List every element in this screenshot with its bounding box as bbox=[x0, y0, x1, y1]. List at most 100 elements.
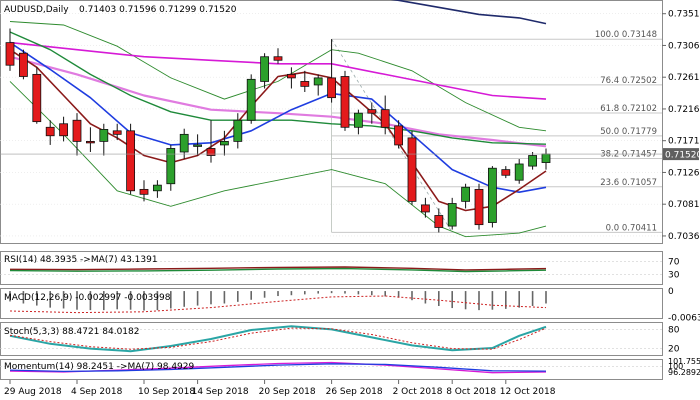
x-axis-tick-label: 2 Oct 2018 bbox=[393, 387, 443, 397]
stoch-axis-label: 80 bbox=[668, 325, 680, 335]
x-axis-tick-label: 4 Sep 2018 bbox=[71, 387, 123, 397]
bearish-candle bbox=[300, 81, 310, 87]
stoch-signal-line bbox=[9, 327, 547, 350]
bullish-candle bbox=[461, 186, 471, 202]
bearish-candle bbox=[273, 56, 283, 61]
bearish-candle bbox=[112, 130, 122, 135]
moving-average-magenta bbox=[9, 41, 547, 100]
fib-level-label: 61.8 0.72102 bbox=[600, 104, 657, 114]
bearish-candle bbox=[474, 188, 484, 226]
bullish-candle bbox=[233, 119, 243, 142]
bullish-candle bbox=[541, 153, 551, 163]
stoch-label: Stoch(5,3,3) 88.4721 84.0182 bbox=[4, 327, 139, 337]
bearish-candle bbox=[407, 137, 417, 202]
x-axis-tick-label: 26 Sep 2018 bbox=[326, 387, 383, 397]
fib-level-label: 100.0 0.73148 bbox=[595, 30, 657, 40]
bearish-candle bbox=[86, 141, 95, 144]
bearish-candle bbox=[206, 148, 216, 156]
bullish-candle bbox=[152, 184, 162, 192]
bearish-candle bbox=[286, 73, 296, 79]
bullish-candle bbox=[487, 167, 497, 223]
rsi-panel-frame bbox=[0, 251, 663, 285]
x-axis-tick-label: 10 Sep 2018 bbox=[138, 387, 195, 397]
bearish-candle bbox=[32, 73, 42, 123]
bollinger-upper-band bbox=[9, 21, 547, 132]
bearish-candle bbox=[59, 123, 68, 137]
x-axis-tick-label: 8 Oct 2018 bbox=[446, 387, 496, 397]
momentum-series-blue bbox=[9, 363, 547, 373]
fib-level-label: 38.2 0.71457 bbox=[600, 150, 657, 160]
chart-symbol-title: AUDUSD,Daily bbox=[4, 5, 69, 15]
current-price-box bbox=[663, 148, 699, 161]
fib-level-label: 0.0 0.70411 bbox=[606, 223, 657, 233]
moving-average-blue bbox=[9, 41, 547, 193]
momentum-label: Momentum(14) 98.2451 ->MA(7) 98.4929 bbox=[4, 362, 195, 372]
bullish-candle bbox=[260, 56, 270, 82]
stoch-panel-frame bbox=[0, 322, 663, 356]
fib-level-label: 50.0 0.71779 bbox=[600, 127, 657, 137]
bearish-candle bbox=[5, 42, 15, 66]
bearish-candle bbox=[501, 169, 511, 176]
bearish-candle bbox=[420, 204, 430, 213]
chart-ohlc-values: 0.71403 0.71596 0.71299 0.71520 bbox=[79, 5, 237, 15]
x-axis-tick-label: 29 Aug 2018 bbox=[4, 387, 62, 397]
fib-trend-line bbox=[331, 39, 453, 233]
bullish-candle bbox=[246, 78, 256, 121]
macd-label: MACD(12,26,9) -0.002997 -0.003998 bbox=[4, 293, 171, 303]
current-price-label: 0.71520 bbox=[665, 151, 700, 161]
rsi-series-green bbox=[9, 267, 547, 273]
momentum-panel-frame bbox=[0, 359, 663, 380]
momentum-axis-label: 100 bbox=[668, 362, 683, 371]
macd-signal-line bbox=[9, 295, 547, 314]
bearish-candle bbox=[340, 76, 350, 128]
fib-level-label: 76.4 0.72502 bbox=[600, 76, 657, 86]
bullish-candle bbox=[166, 148, 176, 185]
bearish-candle bbox=[367, 109, 377, 114]
bullish-candle bbox=[179, 133, 189, 153]
bearish-candle bbox=[126, 130, 135, 192]
rsi-axis-label: 30 bbox=[668, 270, 680, 280]
bullish-candle bbox=[353, 112, 363, 128]
x-axis-tick-label: 12 Oct 2018 bbox=[500, 387, 556, 397]
bearish-candle bbox=[139, 188, 149, 195]
price-panel-frame bbox=[0, 0, 663, 244]
bullish-candle bbox=[193, 144, 203, 147]
moving-average-navy bbox=[390, 0, 547, 25]
bullish-candle bbox=[219, 141, 229, 146]
rsi-axis-label: 70 bbox=[668, 258, 680, 268]
macd-axis-label: 0 bbox=[668, 287, 674, 297]
bullish-candle bbox=[99, 129, 109, 142]
x-axis-tick-label: 14 Sep 2018 bbox=[192, 387, 249, 397]
bearish-candle bbox=[72, 119, 82, 142]
momentum-axis-label: 101.7555 bbox=[668, 357, 700, 366]
bullish-candle bbox=[447, 203, 457, 227]
rsi-series-darkred bbox=[9, 266, 547, 271]
macd-panel-frame bbox=[0, 288, 663, 319]
bearish-candle bbox=[18, 52, 28, 77]
stoch-axis-label: 20 bbox=[668, 345, 680, 355]
bearish-candle bbox=[434, 215, 444, 228]
bearish-candle bbox=[45, 126, 55, 137]
rsi-label: RSI(14) 48.3935 ->MA(7) 43.1391 bbox=[4, 255, 158, 265]
fib-level-label: 23.6 0.71057 bbox=[600, 178, 657, 188]
bearish-candle bbox=[394, 125, 404, 146]
x-axis-tick-label: 20 Sep 2018 bbox=[259, 387, 316, 397]
bearish-candle bbox=[380, 109, 390, 128]
bullish-candle bbox=[528, 155, 537, 167]
bollinger-lower-band bbox=[9, 81, 547, 238]
bullish-candle bbox=[514, 163, 524, 181]
bullish-candle bbox=[313, 77, 323, 86]
momentum-axis-label: 96.2892 bbox=[668, 368, 700, 377]
bearish-candle bbox=[327, 77, 337, 99]
macd-axis-label: -0.006325 bbox=[668, 313, 700, 323]
